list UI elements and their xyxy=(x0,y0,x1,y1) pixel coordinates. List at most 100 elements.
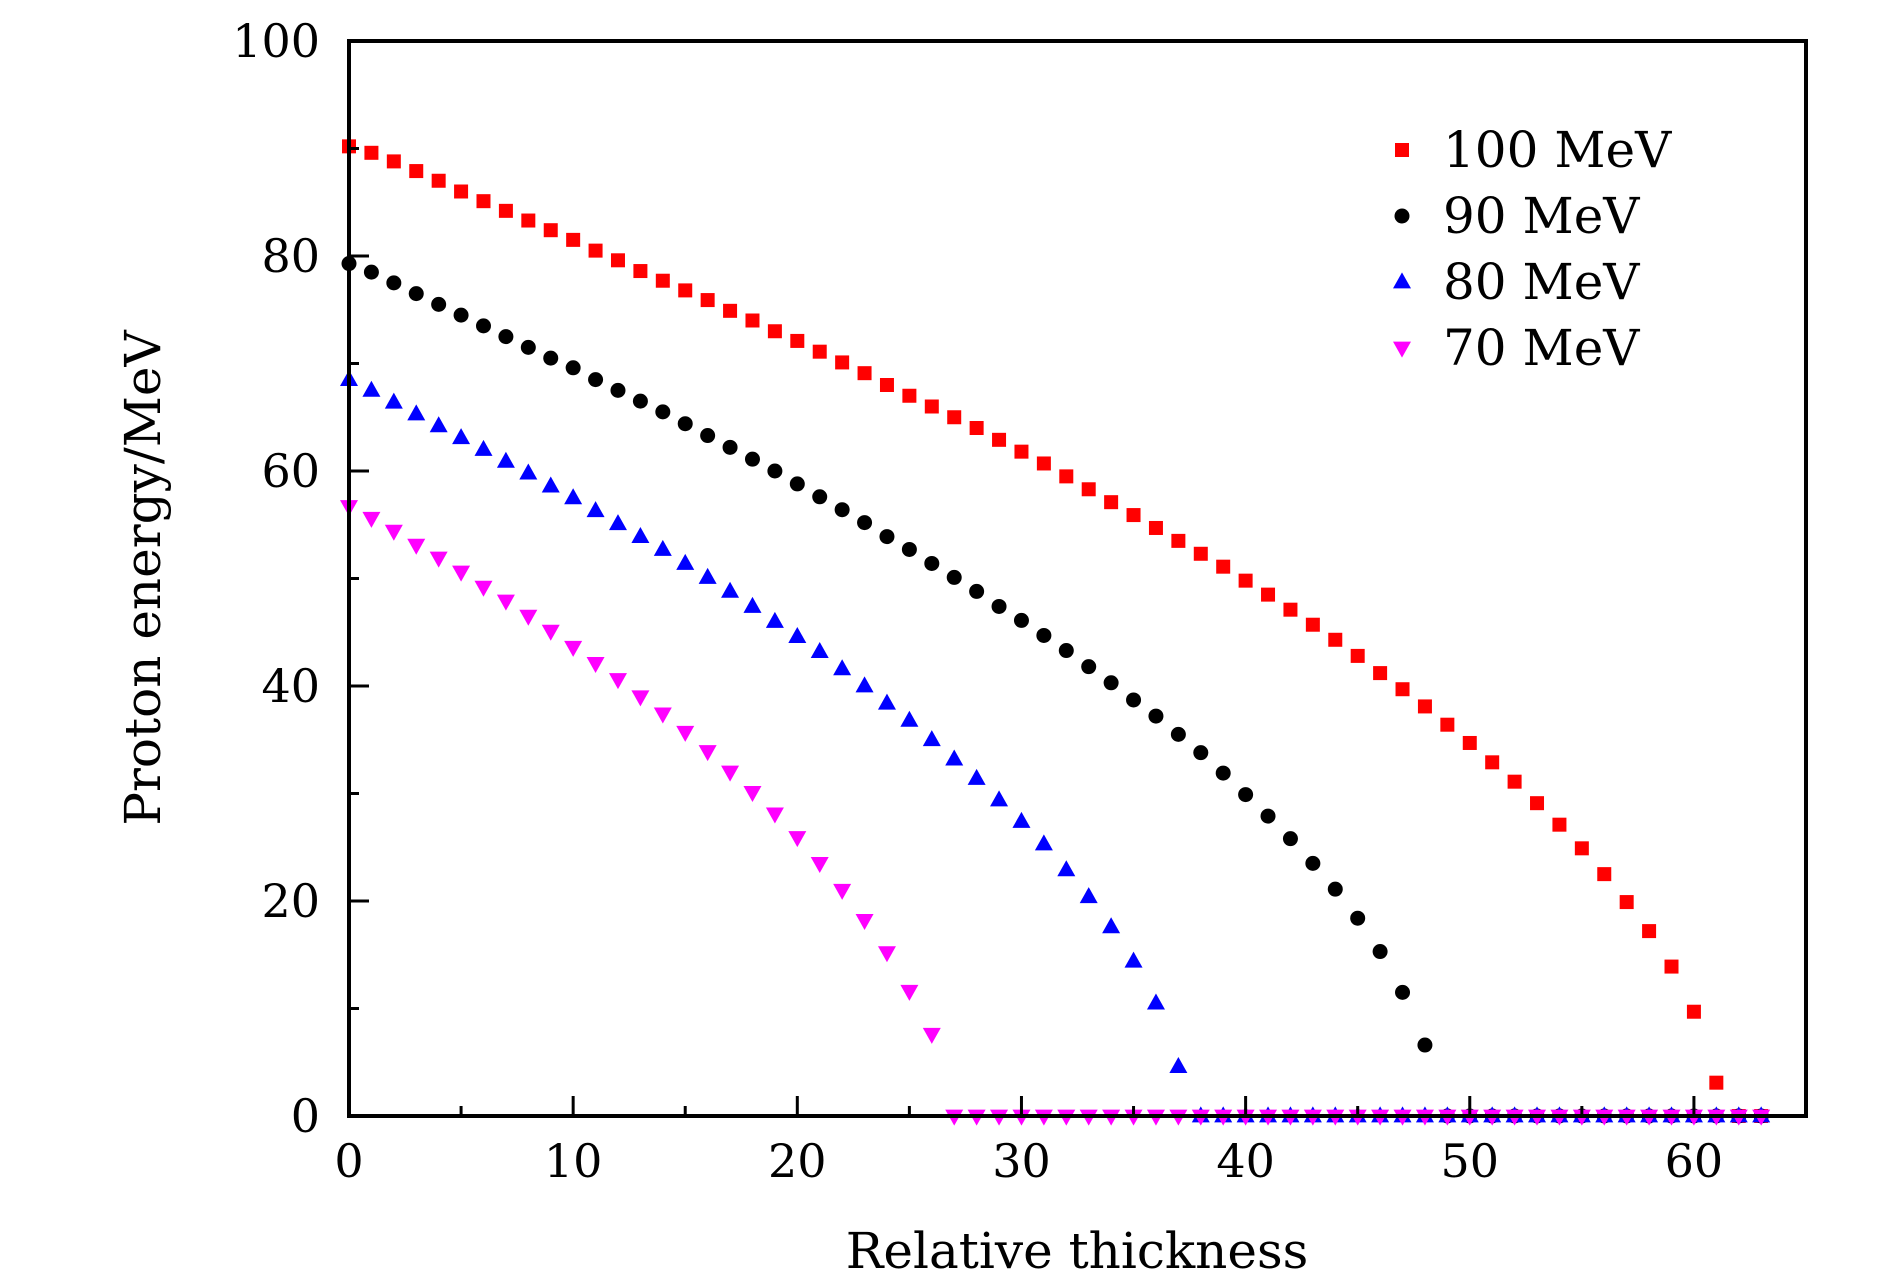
data-point xyxy=(586,501,605,518)
data-point xyxy=(608,514,627,531)
data-point xyxy=(812,344,827,359)
data-point xyxy=(767,324,782,339)
data-point xyxy=(409,164,424,179)
data-point xyxy=(788,626,807,643)
axis-ticks xyxy=(347,39,1808,1118)
data-point xyxy=(879,529,895,545)
data-point xyxy=(1485,755,1500,770)
data-point xyxy=(1216,559,1231,574)
data-point xyxy=(452,428,471,445)
data-point xyxy=(543,350,559,366)
data-point xyxy=(564,488,583,505)
data-point xyxy=(610,382,626,398)
data-point xyxy=(519,609,538,626)
data-point xyxy=(452,565,471,582)
data-point xyxy=(1283,602,1298,617)
data-point xyxy=(586,657,605,674)
data-point xyxy=(1104,495,1119,510)
data-point xyxy=(1619,895,1634,910)
data-point xyxy=(1282,831,1298,847)
data-point xyxy=(474,580,493,597)
data-point xyxy=(992,432,1007,447)
data-point xyxy=(1058,643,1074,659)
data-point xyxy=(386,275,402,291)
data-point xyxy=(476,194,491,209)
x-tick-label: 10 xyxy=(544,1134,603,1188)
data-point xyxy=(1079,887,1098,904)
data-point xyxy=(1462,735,1477,750)
data-point xyxy=(1664,959,1679,974)
data-point xyxy=(608,673,627,690)
legend-marker xyxy=(1395,143,1409,157)
data-point xyxy=(1148,708,1164,724)
data-point xyxy=(1081,659,1097,675)
data-point xyxy=(429,416,448,433)
data-point xyxy=(1305,855,1321,871)
data-point xyxy=(924,555,940,571)
legend-label: 80 MeV xyxy=(1443,253,1640,311)
legend-label: 100 MeV xyxy=(1443,121,1672,179)
x-axis-title: Relative thickness xyxy=(846,1222,1309,1276)
data-point xyxy=(857,515,873,531)
data-point xyxy=(453,307,469,323)
data-point xyxy=(698,745,717,762)
data-point xyxy=(922,730,941,747)
data-point xyxy=(1103,675,1119,691)
y-tick-label: 40 xyxy=(261,659,320,713)
data-point xyxy=(1328,632,1343,647)
data-point xyxy=(855,913,874,930)
data-point xyxy=(877,693,896,710)
data-point xyxy=(1350,910,1366,926)
data-point xyxy=(364,145,379,160)
data-point xyxy=(1530,796,1545,811)
legend-marker xyxy=(1394,208,1410,224)
x-tick-label: 20 xyxy=(768,1134,827,1188)
legend-marker xyxy=(1393,272,1411,289)
data-point xyxy=(1574,841,1589,856)
data-point xyxy=(991,598,1007,614)
data-point xyxy=(744,451,760,467)
data-point xyxy=(789,476,805,492)
data-point xyxy=(676,725,695,742)
data-point xyxy=(496,594,515,611)
data-point xyxy=(969,421,984,435)
data-point xyxy=(834,502,850,518)
y-tick-label: 0 xyxy=(291,1089,320,1143)
data-point xyxy=(743,786,762,803)
data-point xyxy=(790,333,805,348)
data-point xyxy=(1238,573,1253,588)
data-point xyxy=(631,690,650,707)
data-point xyxy=(969,583,985,599)
data-point xyxy=(1686,1004,1701,1019)
data-point xyxy=(700,293,715,308)
data-point xyxy=(1102,917,1121,934)
data-point xyxy=(1193,745,1209,761)
data-point xyxy=(877,946,896,963)
data-point xyxy=(1597,867,1612,882)
data-point xyxy=(1417,699,1432,714)
data-point xyxy=(1169,1056,1188,1073)
data-point xyxy=(633,264,648,279)
x-tick-label: 30 xyxy=(992,1134,1051,1188)
data-point xyxy=(655,404,671,420)
data-point xyxy=(1036,456,1051,471)
data-point xyxy=(384,392,403,409)
y-tick-label: 60 xyxy=(261,444,320,498)
x-tick-label: 50 xyxy=(1440,1134,1499,1188)
data-point xyxy=(475,318,491,334)
data-point xyxy=(1148,520,1163,535)
data-point xyxy=(900,984,919,1001)
data-point xyxy=(1260,808,1276,824)
data-point xyxy=(721,765,740,782)
data-point xyxy=(676,553,695,570)
data-point xyxy=(1642,924,1657,939)
data-point xyxy=(1395,984,1411,1000)
data-point xyxy=(1014,444,1029,459)
data-point xyxy=(945,749,964,766)
x-tick-label: 0 xyxy=(334,1134,363,1188)
data-point xyxy=(698,567,717,584)
data-point xyxy=(1552,817,1567,832)
data-point xyxy=(655,273,670,288)
data-point xyxy=(566,232,581,247)
data-point xyxy=(1350,648,1365,663)
